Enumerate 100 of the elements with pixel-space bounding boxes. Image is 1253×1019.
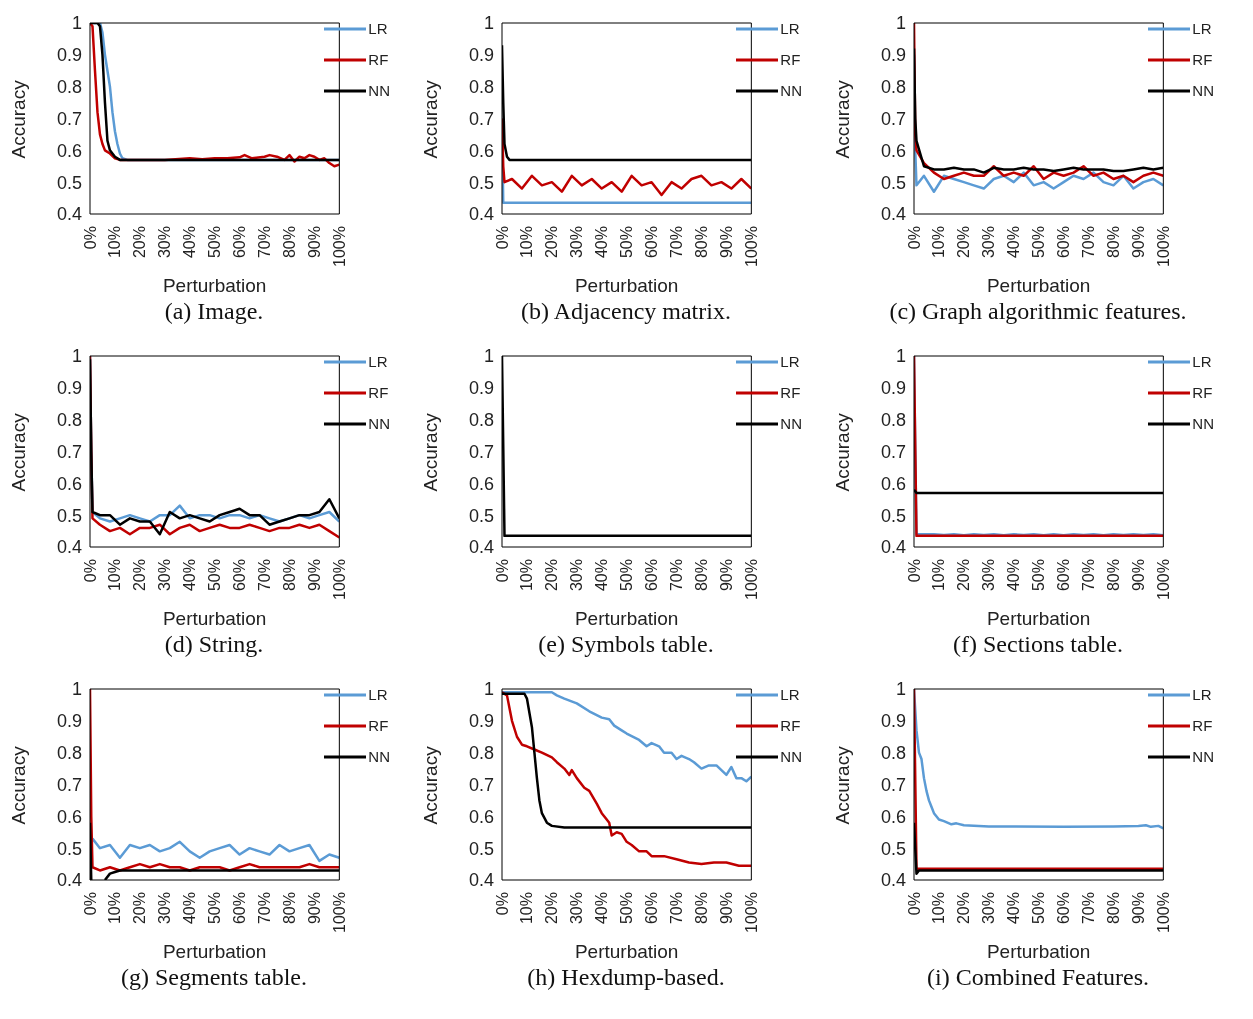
x-tick-label: 100%	[742, 226, 760, 267]
x-axis-title: Perturbation	[574, 275, 679, 296]
y-tick-label: 0.4	[56, 870, 82, 891]
x-tick-label: 30%	[156, 226, 174, 259]
x-tick-label: 10%	[106, 892, 124, 925]
x-tick-label: 40%	[181, 226, 199, 259]
x-tick-label: 0%	[493, 559, 511, 583]
x-tick-label: 100%	[330, 892, 348, 933]
x-tick-label: 70%	[256, 226, 274, 259]
y-tick-label: 0.6	[468, 140, 494, 161]
x-tick-label: 80%	[692, 892, 710, 925]
y-tick-label: 0.5	[468, 505, 494, 526]
x-tick-label: 100%	[742, 892, 760, 933]
legend-label: NN	[368, 82, 390, 99]
x-tick-label: 100%	[1154, 892, 1172, 933]
x-axis-title: Perturbation	[162, 941, 267, 962]
x-tick-label: 60%	[1055, 559, 1073, 592]
y-tick-label: 1	[71, 679, 82, 700]
legend-label: RF	[368, 717, 389, 734]
legend-label: LR	[368, 353, 388, 370]
y-tick-label: 0.5	[56, 505, 82, 526]
y-tick-label: 0.9	[880, 45, 906, 66]
x-tick-label: 30%	[156, 892, 174, 925]
legend-label: LR	[780, 20, 800, 37]
x-tick-label: 20%	[131, 559, 149, 592]
x-tick-label: 20%	[543, 559, 561, 592]
y-axis-title: Accuracy	[831, 745, 853, 825]
y-tick-label: 0.6	[880, 140, 906, 161]
x-tick-label: 100%	[1154, 226, 1172, 267]
legend-label: NN	[1192, 82, 1214, 99]
x-tick-label: 10%	[106, 226, 124, 259]
x-tick-label: 40%	[181, 559, 199, 592]
x-tick-label: 80%	[1104, 226, 1122, 259]
x-tick-label: 30%	[156, 559, 174, 592]
y-tick-label: 0.8	[56, 77, 82, 98]
y-tick-label: 1	[483, 13, 494, 34]
x-tick-label: 90%	[305, 226, 323, 259]
legend-label: RF	[1192, 717, 1213, 734]
x-tick-label: 20%	[131, 226, 149, 259]
x-tick-label: 30%	[568, 892, 586, 925]
y-tick-label: 0.8	[468, 77, 494, 98]
x-tick-label: 40%	[1005, 559, 1023, 592]
x-tick-label: 70%	[668, 892, 686, 925]
x-tick-label: 10%	[106, 559, 124, 592]
x-tick-label: 90%	[717, 892, 735, 925]
y-tick-label: 0.8	[880, 743, 906, 764]
y-tick-label: 0.8	[56, 743, 82, 764]
y-tick-label: 0.5	[56, 838, 82, 859]
y-tick-label: 0.6	[468, 806, 494, 827]
y-tick-label: 0.8	[880, 77, 906, 98]
legend-label: RF	[780, 384, 801, 401]
x-axis-title: Perturbation	[574, 941, 679, 962]
x-tick-label: 0%	[81, 559, 99, 583]
x-tick-label: 100%	[330, 226, 348, 267]
legend-label: LR	[368, 686, 388, 703]
x-tick-label: 60%	[643, 559, 661, 592]
y-tick-label: 1	[483, 679, 494, 700]
legend-label: RF	[368, 51, 389, 68]
legend-label: NN	[368, 415, 390, 432]
legend-label: RF	[780, 717, 801, 734]
x-tick-label: 50%	[1030, 559, 1048, 592]
x-tick-label: 50%	[206, 559, 224, 592]
y-tick-label: 0.9	[56, 45, 82, 66]
x-tick-label: 80%	[280, 226, 298, 259]
y-tick-label: 0.9	[56, 378, 82, 399]
y-tick-label: 0.5	[468, 838, 494, 859]
x-tick-label: 60%	[643, 892, 661, 925]
y-axis-title: Accuracy	[831, 412, 853, 492]
legend-label: LR	[368, 20, 388, 37]
y-tick-label: 0.6	[880, 806, 906, 827]
y-tick-label: 0.7	[56, 774, 82, 795]
y-tick-label: 0.6	[56, 140, 82, 161]
x-tick-label: 90%	[1129, 226, 1147, 259]
legend-label: LR	[1192, 353, 1212, 370]
x-tick-label: 0%	[81, 226, 99, 250]
text: (c) Graph algorithmic features.	[888, 297, 1188, 326]
legend-label: NN	[780, 748, 802, 765]
y-tick-label: 1	[71, 346, 82, 367]
y-tick-label: 0.9	[468, 711, 494, 732]
y-tick-label: 0.9	[880, 711, 906, 732]
y-tick-label: 1	[71, 13, 82, 34]
y-axis-title: Accuracy	[831, 79, 853, 159]
x-axis-title: Perturbation	[574, 608, 679, 629]
y-tick-label: 0.7	[880, 774, 906, 795]
y-tick-label: 1	[895, 679, 906, 700]
y-axis-title: Accuracy	[419, 79, 441, 159]
y-tick-label: 0.8	[468, 410, 494, 431]
x-tick-label: 70%	[1080, 559, 1098, 592]
y-axis-title: Accuracy	[7, 79, 29, 159]
x-tick-label: 10%	[930, 892, 948, 925]
legend-label: RF	[780, 51, 801, 68]
x-tick-label: 50%	[206, 226, 224, 259]
y-tick-label: 0.7	[468, 441, 494, 462]
y-tick-label: 0.4	[468, 537, 494, 558]
x-tick-label: 40%	[593, 892, 611, 925]
y-tick-label: 0.7	[468, 108, 494, 129]
x-tick-label: 40%	[1005, 226, 1023, 259]
text: (h) Hexdump-based.	[526, 963, 726, 992]
y-tick-label: 0.5	[56, 172, 82, 193]
y-axis-title: Accuracy	[7, 412, 29, 492]
